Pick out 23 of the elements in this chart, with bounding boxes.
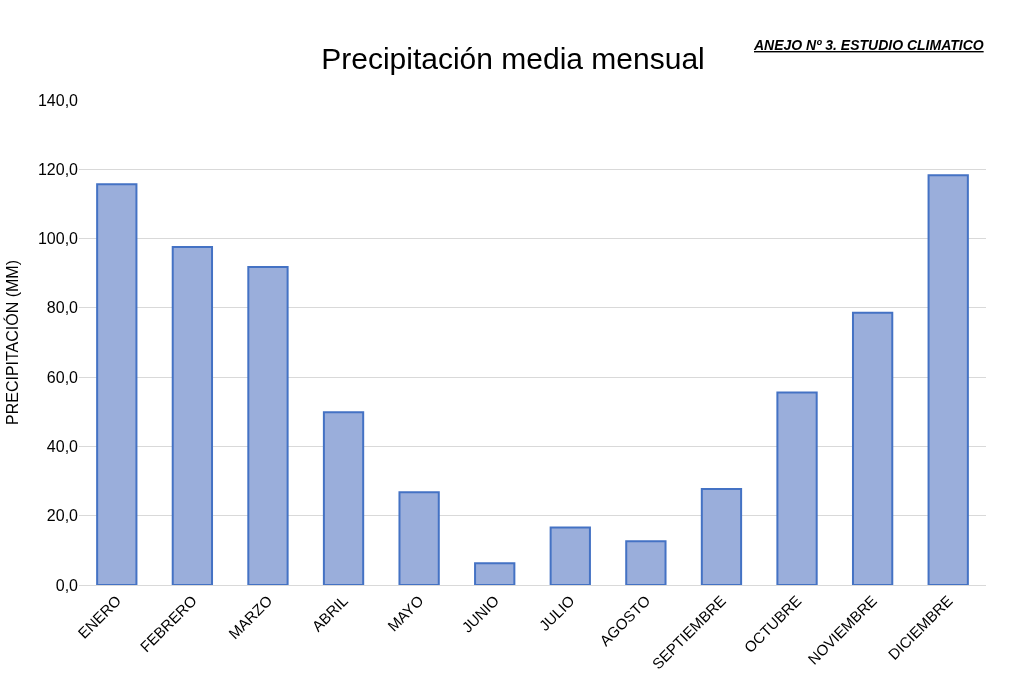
- bar: [322, 411, 365, 585]
- y-tick-label: 120,0: [37, 160, 79, 178]
- y-tick-label: 100,0: [37, 230, 79, 248]
- bar: [776, 391, 818, 585]
- bar: [700, 488, 743, 585]
- y-tick-label: 40,0: [46, 438, 79, 456]
- y-axis-title: PRECIPITACIÓN (MM): [2, 259, 21, 426]
- y-tick-label: 60,0: [46, 368, 79, 386]
- bar: [398, 491, 440, 585]
- bar: [96, 183, 138, 585]
- y-tick-label: 0,0: [55, 576, 79, 594]
- text: ANEJO Nº 3. ESTUDIO CLIMATICO: [753, 37, 984, 53]
- y-tick-label: 80,0: [46, 299, 79, 317]
- chart-title: Precipitación media mensual: [321, 41, 705, 75]
- bar: [927, 174, 969, 585]
- bar: [247, 265, 289, 585]
- y-tick-label: 20,0: [46, 507, 79, 525]
- bar: [851, 311, 894, 585]
- bar: [474, 562, 516, 585]
- bar: [549, 526, 591, 585]
- y-tick-label: 140,0: [37, 91, 79, 109]
- bar: [171, 245, 214, 585]
- bar: [625, 540, 667, 585]
